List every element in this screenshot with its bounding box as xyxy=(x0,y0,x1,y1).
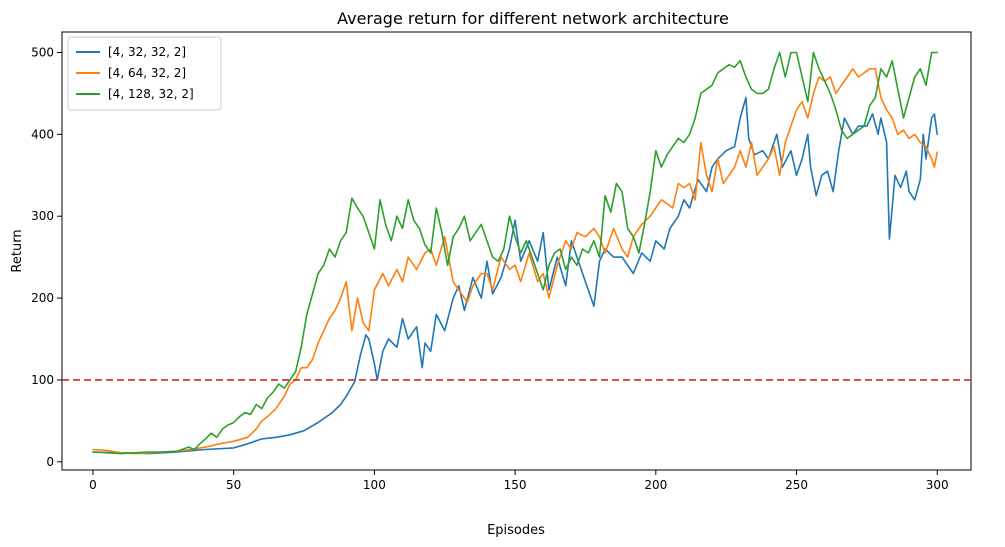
series-line-3 xyxy=(92,51,938,455)
x-tick-label: 250 xyxy=(785,478,808,492)
y-tick-label: 500 xyxy=(31,45,54,59)
x-tick-label: 100 xyxy=(363,478,386,492)
legend-label: [4, 32, 32, 2] xyxy=(108,45,186,59)
y-tick-label: 300 xyxy=(31,209,54,223)
y-axis: 0 100 200 300 400 500 xyxy=(31,45,62,469)
x-tick-label: 0 xyxy=(89,478,97,492)
legend-box xyxy=(67,36,222,111)
plot-frame xyxy=(61,31,972,471)
x-tick-label: 50 xyxy=(226,478,241,492)
legend-label: [4, 64, 32, 2] xyxy=(108,66,186,80)
x-tick-label: 200 xyxy=(644,478,667,492)
legend: [4, 32, 32, 2] [4, 64, 32, 2] [4, 128, 32,… xyxy=(67,36,222,111)
series-layer xyxy=(92,51,938,455)
chart-title: Average return for different network arc… xyxy=(337,9,729,28)
y-axis-label: Return xyxy=(10,229,25,272)
y-tick-label: 100 xyxy=(31,373,54,387)
series-line-2 xyxy=(92,68,938,455)
y-tick-label: 400 xyxy=(31,127,54,141)
legend-label: [4, 128, 32, 2] xyxy=(108,87,194,101)
x-tick-label: 300 xyxy=(926,478,949,492)
x-axis-label: Episodes xyxy=(487,523,545,538)
y-tick-label: 200 xyxy=(31,291,54,305)
y-tick-label: 0 xyxy=(46,455,54,469)
series-line-1 xyxy=(92,96,938,455)
x-tick-label: 150 xyxy=(504,478,527,492)
plot-area xyxy=(61,31,972,471)
x-axis: 0 50 100 150 200 250 300 xyxy=(89,470,949,492)
